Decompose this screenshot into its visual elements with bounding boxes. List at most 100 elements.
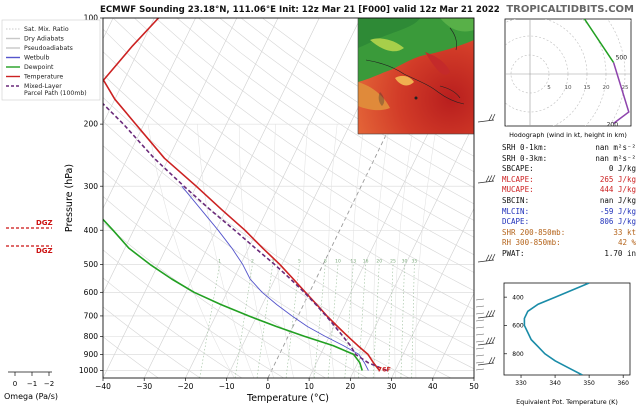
hodograph-caption: Hodograph (wind in kt, height in km) [509, 131, 627, 139]
stat-label: SRH 0-3km: [502, 153, 548, 163]
mixing-ratio-label: 35 [411, 258, 417, 264]
chart-title: ECMWF Sounding 23.18°N, 111.06°E Init: 1… [100, 5, 500, 15]
stat-row: MLCIN: -59 J/kg [502, 207, 636, 218]
stat-label: SRH 0-1km: [502, 143, 548, 152]
wind-barbs [475, 113, 496, 371]
stat-value: 42 % [617, 238, 636, 248]
stat-label: SHR 200-850mb: [502, 227, 566, 237]
mixing-ratio-label: 13 [350, 258, 356, 264]
hodo-segment [612, 62, 630, 124]
stat-label: SBCIN: [502, 195, 530, 205]
x-tick-label: −10 [219, 382, 235, 391]
series-line-temperature [103, 18, 381, 371]
y-tick-label: 700 [84, 312, 99, 321]
mixing-ratio-label: 1 [218, 258, 221, 264]
y-tick-label: 600 [84, 288, 99, 297]
stat-row: SBCIN: nan J/kg [502, 196, 636, 207]
brand-logo: TROPICALTIDBITS.COM [506, 4, 634, 15]
stats-panel: SRH 0-1km: nan m²s⁻² SRH 0-3km: nan m²s⁻² SB… [502, 143, 636, 260]
stat-row: SBCAPE: 0 J/kg [502, 164, 636, 175]
mixing-ratio-label: 8 [324, 258, 327, 264]
legend-label: Pseudoadiabats [24, 45, 73, 52]
hodo-ring-label: 25 [621, 85, 629, 91]
stat-value: 33 kt [613, 227, 636, 237]
theta-e-line [523, 283, 590, 375]
legend-label: Temperature [23, 74, 63, 81]
stat-value: nan m²s⁻² [595, 153, 636, 163]
stat-value: 444 J/kg [599, 185, 636, 195]
stat-row: SRH 0-1km: nan m²s⁻² [502, 143, 636, 154]
theta-e-xlabel: Equivalent Pot. Temperature (K) [516, 398, 618, 406]
theta-e-panel: 330 340 350 360 400 600 800 Equivalent Pot. Te… [503, 282, 631, 406]
omega-label: Omega (Pa/s) [4, 392, 58, 401]
skewt-series: 76F [103, 18, 392, 374]
stat-value: 1.70 in [604, 248, 636, 258]
stat-value: 0 J/kg [608, 164, 636, 174]
theta-e-y-tick: 400 [512, 294, 524, 301]
theta-e-x-tick: 350 [583, 380, 595, 387]
x-tick-label: 40 [428, 382, 438, 391]
stat-label: MUCAPE: [502, 185, 534, 195]
map-inset [358, 18, 474, 134]
hodo-point-label: 500 [616, 55, 628, 62]
x-axis-label: Temperature (°C) [246, 393, 329, 404]
x-tick-label: 30 [387, 382, 397, 391]
y-tick-label: 100 [84, 14, 99, 23]
theta-e-y-tick: 600 [512, 323, 524, 330]
hodograph: 51015202530850500200 Hodograph (wind in … [504, 18, 632, 139]
y-tick-label: 300 [84, 182, 99, 191]
y-tick-label: 400 [84, 226, 99, 235]
stat-row: SHR 200-850mb: 33 kt [502, 228, 636, 239]
x-tick-label: −40 [95, 382, 111, 391]
legend-label: Dry Adiabats [24, 36, 64, 43]
hodo-ring-label: 10 [564, 85, 572, 91]
y-axis-label: Pressure (hPa) [64, 164, 75, 232]
x-tick-label: −30 [136, 382, 152, 391]
omega-tick-1: −1 [27, 380, 37, 388]
x-tick-label: 0 [265, 382, 270, 391]
dgz-label-top: DGZ [36, 219, 53, 227]
stat-value: 265 J/kg [599, 174, 636, 184]
stat-label: DCAPE: [502, 217, 530, 227]
mixing-ratio-label: 20 [376, 258, 382, 264]
mixing-ratio-label: 2 [251, 258, 254, 264]
stat-row: PWAT: 1.70 in [502, 249, 636, 260]
omega-tick-2: −2 [44, 380, 54, 388]
mixing-ratio-label: 25 [390, 258, 396, 264]
dgz-label-bottom: DGZ [36, 247, 53, 255]
skewt-plot-frame [102, 17, 475, 379]
x-tick-label: −20 [178, 382, 194, 391]
stat-label: MLCAPE: [502, 174, 534, 184]
x-tick-label: 10 [304, 382, 314, 391]
theta-e-x-tick: 360 [617, 380, 629, 387]
stat-label: RH 300-850mb: [502, 238, 561, 248]
stat-row: DCAPE: 806 J/kg [502, 217, 636, 228]
surface-temp-label: 76F [378, 366, 392, 374]
mixing-ratio-label: 30 [402, 258, 408, 264]
series-line-wetbulb [181, 185, 369, 371]
legend-label: Wetbulb [24, 55, 50, 62]
mixing-ratio-label: 16 [363, 258, 369, 264]
legend-label: Mixed-Layer [24, 83, 62, 90]
hodo-ring-label: 20 [602, 85, 610, 91]
mixing-ratio-label: 10 [335, 258, 341, 264]
stat-row: SRH 0-3km: nan m²s⁻² [502, 154, 636, 165]
hodo-point-label: 200 [607, 121, 619, 128]
y-tick-label: 500 [84, 260, 99, 269]
y-tick-label: 800 [84, 332, 99, 341]
stat-row: MLCAPE: 265 J/kg [502, 175, 636, 186]
legend: Sat. Mix. Ratio Dry Adiabats Pseudoadiabat… [1, 19, 101, 101]
skewt-axes: −40 −30 −20 −10 0 10 20 30 40 50 100 200 300 400 500 60… [79, 14, 479, 391]
hodo-ring-label: 5 [547, 85, 551, 91]
stat-row: RH 300-850mb: 42 % [502, 238, 636, 249]
theta-e-y-tick: 800 [512, 351, 524, 358]
legend-label: Parcel Path (100mb) [24, 90, 87, 97]
series-line-mixed-layer-parcel-path-100mb- [103, 102, 388, 372]
hodo-segment [583, 19, 615, 64]
y-tick-label: 200 [84, 120, 99, 129]
stat-label: SBCAPE: [502, 164, 534, 174]
stat-row: MUCAPE: 444 J/kg [502, 185, 636, 196]
stat-label: MLCIN: [502, 206, 530, 216]
legend-label: Dewpoint [24, 64, 54, 71]
